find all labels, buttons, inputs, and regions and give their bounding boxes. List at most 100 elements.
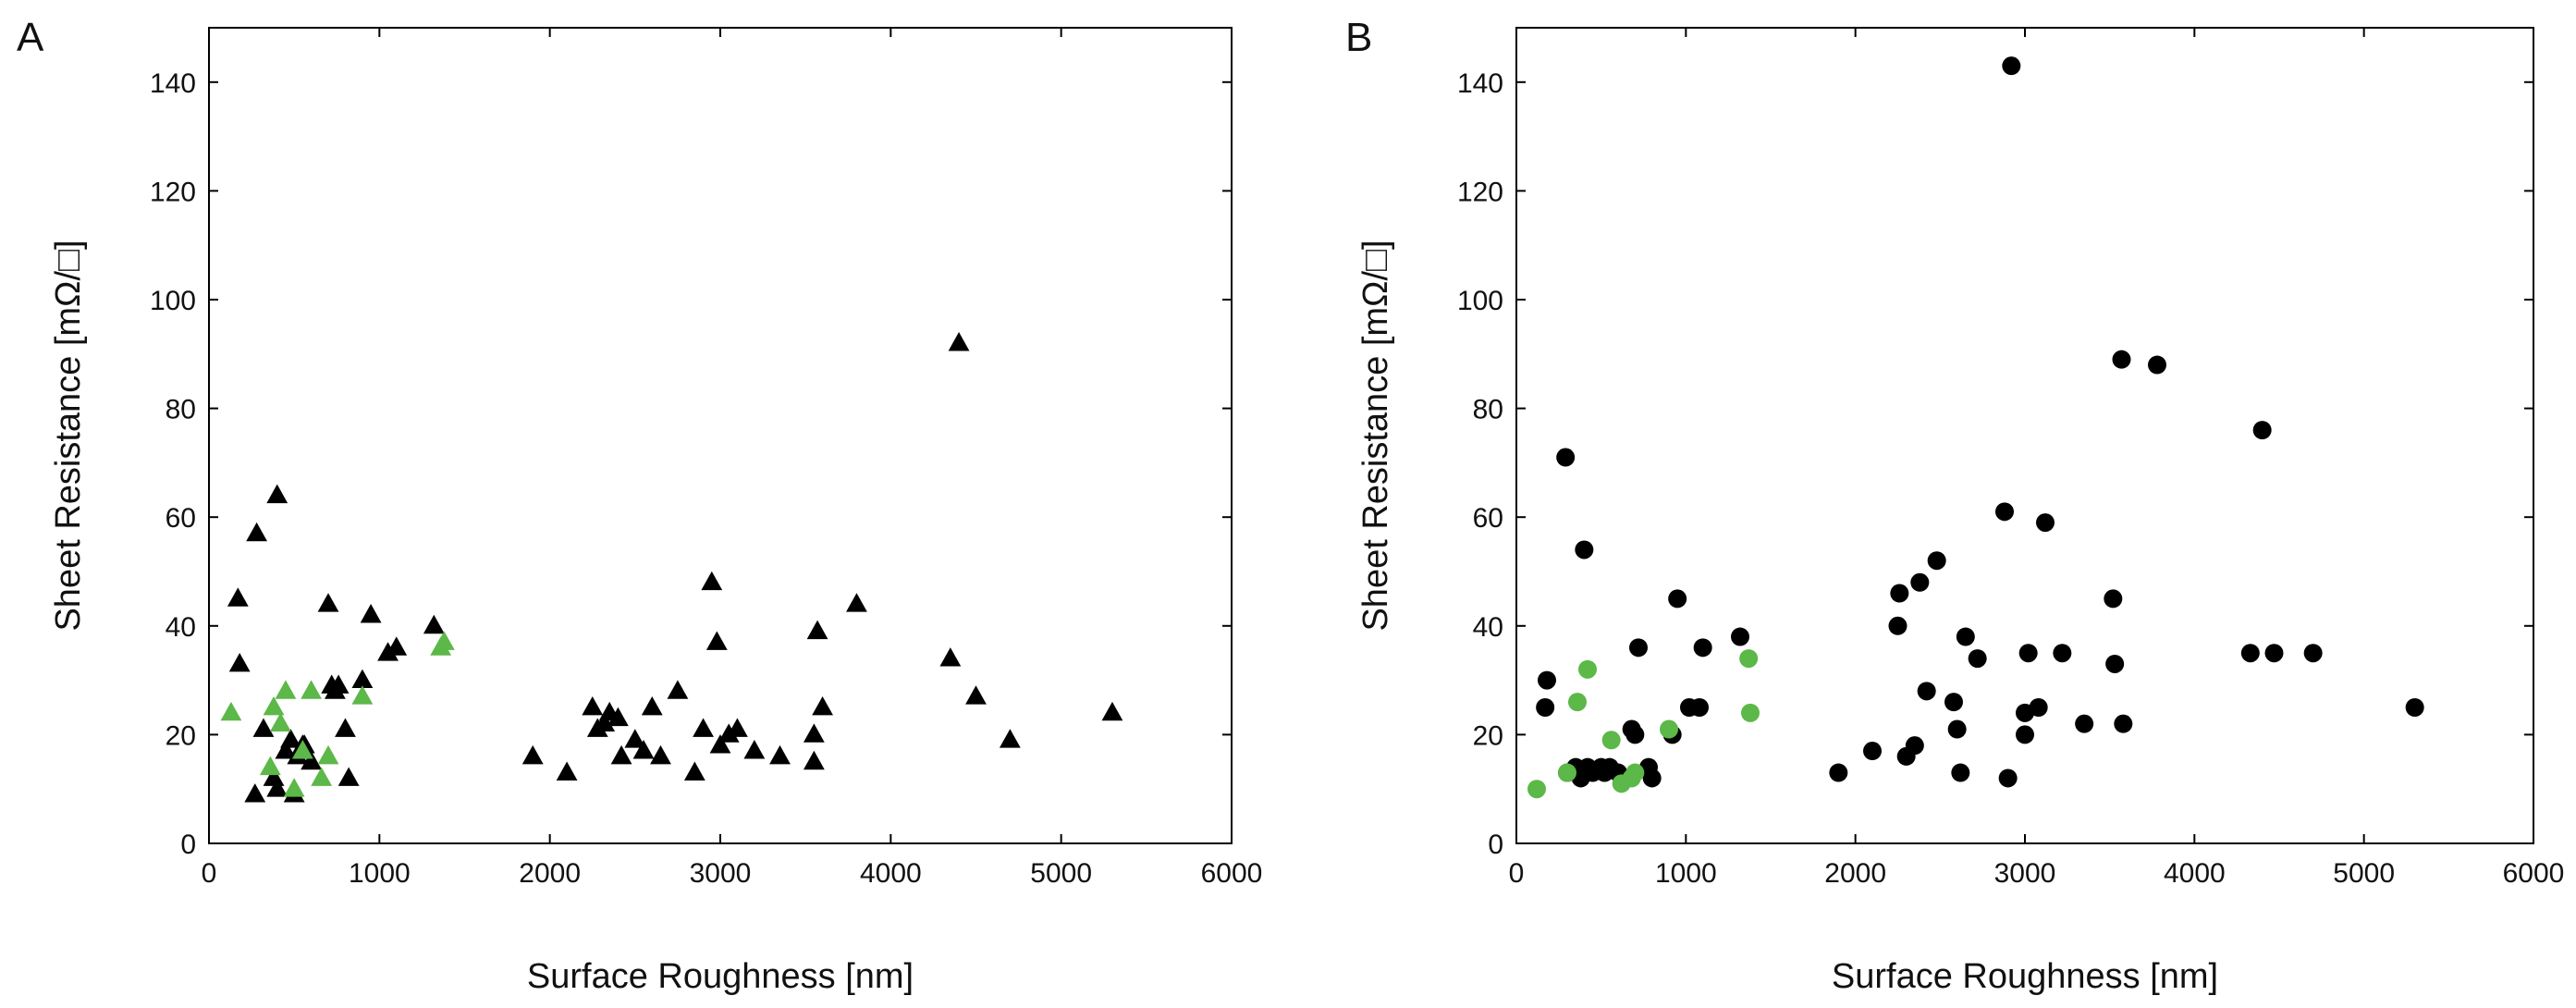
data-point-black — [317, 593, 339, 612]
data-point-black — [263, 767, 285, 786]
panel-b-marks — [1527, 56, 2424, 799]
data-point-green — [1739, 649, 1759, 669]
panel-label-a: A — [17, 15, 44, 60]
data-point-black — [246, 522, 268, 542]
data-point-black — [705, 631, 728, 650]
x-tick-label: 1000 — [1655, 858, 1717, 889]
data-point-black — [846, 593, 867, 612]
data-point-black — [2029, 698, 2048, 717]
data-point-black — [1668, 589, 1687, 608]
y-tick-label: 100 — [1457, 286, 1503, 316]
panel-a-x-axis-title: Surface Roughness [nm] — [527, 957, 914, 996]
x-tick-label: 6000 — [2503, 858, 2565, 889]
y-tick-label: 60 — [166, 503, 196, 534]
data-point-black — [806, 620, 828, 640]
data-point-black — [337, 767, 360, 786]
data-point-black — [2016, 725, 2034, 744]
panel-a-y-axis-title: Sheet Resistance [mΩ/□] — [49, 240, 88, 631]
x-tick-label: 3000 — [690, 858, 752, 889]
y-tick-label: 140 — [1457, 68, 1503, 99]
x-tick-label: 2000 — [519, 858, 581, 889]
data-point-green — [351, 685, 374, 705]
data-point-black — [1693, 638, 1712, 658]
data-point-black — [1642, 768, 1662, 788]
y-tick-label: 120 — [1457, 177, 1503, 207]
data-point-black — [683, 761, 705, 781]
data-point-black — [2405, 698, 2424, 717]
data-point-black — [521, 744, 544, 765]
data-point-black — [386, 636, 408, 656]
data-point-black — [1944, 693, 1963, 712]
data-point-black — [1538, 670, 1556, 690]
data-point-black — [2264, 644, 2284, 663]
data-point-black — [1731, 627, 1749, 646]
data-point-black — [2105, 654, 2125, 673]
data-point-black — [607, 707, 629, 727]
data-point-black — [727, 718, 748, 737]
data-point-black — [1995, 502, 2014, 522]
y-tick-label: 140 — [150, 68, 196, 99]
x-tick-label: 4000 — [860, 858, 922, 889]
data-point-black — [1956, 627, 1975, 646]
data-point-black — [2240, 644, 2260, 663]
y-tick-label: 40 — [1473, 612, 1503, 643]
x-tick-label: 5000 — [1030, 858, 1092, 889]
data-point-black — [1629, 638, 1648, 658]
data-point-green — [275, 680, 297, 699]
data-point-black — [1888, 616, 1907, 635]
panel-b: B 0 1000 2000 3000 4000 5000 6000 0 20 40 60 80 100 1… — [1345, 15, 2564, 996]
data-point-black — [939, 647, 962, 667]
panel-a-ticks: 0 1000 2000 3000 4000 5000 6000 0 20 40 60 80 100 120… — [150, 28, 1262, 889]
data-point-green — [1558, 763, 1576, 782]
x-tick-label: 1000 — [349, 858, 411, 889]
y-tick-label: 100 — [150, 286, 196, 316]
data-point-green — [1625, 763, 1645, 782]
data-point-black — [1998, 768, 2018, 788]
data-point-green — [259, 756, 281, 776]
data-point-black — [1890, 584, 1909, 603]
panel-a-frame — [208, 27, 1233, 844]
y-tick-label: 20 — [1473, 720, 1503, 751]
data-point-black — [709, 734, 731, 754]
data-point-black — [423, 614, 445, 634]
data-point-green — [317, 744, 339, 765]
data-point-green — [1578, 659, 1597, 679]
data-point-black — [965, 685, 987, 705]
y-tick-label: 80 — [1473, 395, 1503, 425]
data-point-black — [1575, 540, 1594, 559]
data-point-black — [769, 744, 791, 765]
data-point-black — [610, 744, 632, 765]
data-point-black — [266, 778, 288, 797]
data-point-black — [701, 571, 723, 591]
data-point-black — [266, 484, 288, 504]
data-point-black — [667, 680, 689, 699]
data-point-black — [2112, 350, 2131, 369]
panel-a: A 0 1000 2000 3000 4000 5000 6000 0 20 40 60 80 100 1… — [17, 15, 1262, 996]
data-point-black — [999, 729, 1021, 748]
panel-b-y-axis-title: Sheet Resistance [mΩ/□] — [1356, 240, 1395, 631]
data-point-black — [803, 750, 825, 770]
panel-label-b: B — [1345, 15, 1372, 60]
data-point-black — [1101, 701, 1123, 721]
data-point-black — [556, 761, 578, 781]
data-point-black — [743, 740, 766, 759]
data-point-black — [1829, 763, 1848, 782]
data-point-black — [1927, 551, 1946, 571]
data-point-black — [718, 723, 740, 743]
panel-b-ticks: 0 1000 2000 3000 4000 5000 6000 0 20 40 60 80 100 120… — [1457, 28, 2564, 889]
x-tick-label: 6000 — [1201, 858, 1263, 889]
data-point-black — [1905, 736, 1924, 756]
data-point-black — [1556, 448, 1576, 467]
data-point-black — [1968, 649, 1987, 669]
x-tick-label: 2000 — [1824, 858, 1886, 889]
y-tick-label: 80 — [166, 395, 196, 425]
data-point-black — [948, 332, 970, 351]
y-tick-label: 20 — [166, 720, 196, 751]
data-point-black — [1917, 682, 1936, 701]
data-point-green — [430, 636, 452, 656]
data-point-black — [1947, 719, 1967, 739]
data-point-black — [335, 718, 356, 737]
data-point-green — [263, 696, 285, 716]
data-point-black — [2036, 513, 2055, 533]
